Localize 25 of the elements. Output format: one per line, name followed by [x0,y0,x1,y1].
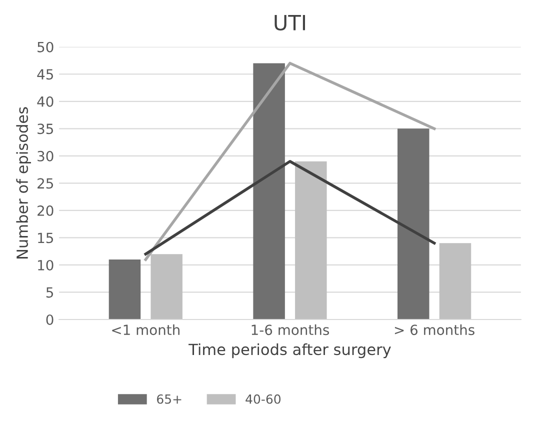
y-tick-label: 25 [38,178,53,189]
y-tick-label: 5 [46,287,53,298]
x-tick-label: <1 month [112,324,180,336]
y-tick-label: 10 [38,260,54,270]
y-tick-label: 50 [38,42,54,52]
legend-label: 65+ [157,394,182,404]
bar [295,161,327,320]
y-axis-title: Number of episodes [16,107,31,258]
x-tick-label: > 6 months [394,324,474,336]
x-axis-title: Time periods after surgery [188,343,391,358]
x-tick-label: 1-6 months [252,324,330,336]
bar [150,254,182,320]
y-tick-label: 45 [37,69,53,80]
chart-title: UTI [274,15,305,30]
y-tick-label: 40 [37,96,54,107]
y-tick-label: 15 [38,232,53,244]
bar [439,243,472,320]
y-tick-label: 30 [38,150,54,162]
legend-label: 40-60 [246,394,281,404]
y-tick-label: 35 [38,124,53,134]
bar [108,260,141,320]
y-tick-label: 0 [46,314,54,325]
bar [253,63,285,320]
y-tick-label: 20 [38,205,54,216]
bar [397,128,430,320]
